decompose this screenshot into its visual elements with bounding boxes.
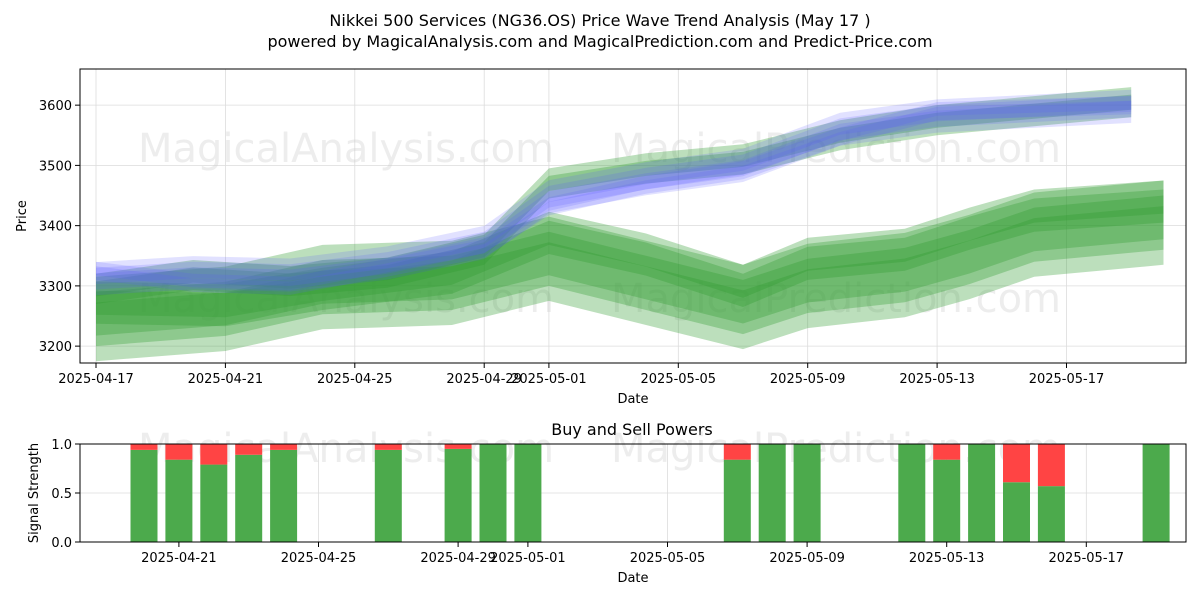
signal-y-tick-label: 1.0 xyxy=(51,438,72,453)
signal-y-tick-label: 0.5 xyxy=(51,487,72,502)
price-grid xyxy=(80,69,1186,363)
price-band-green-0-2 xyxy=(96,180,1164,362)
signal-x-tick-label: 2025-05-01 xyxy=(490,551,566,566)
price-y-tick-label: 3300 xyxy=(39,280,72,295)
sell-bar xyxy=(200,444,228,465)
price-x-tick-label: 2025-05-13 xyxy=(899,372,975,387)
price-band-green-2-0 xyxy=(96,94,1132,297)
signal-x-tick-label: 2025-04-21 xyxy=(141,551,217,566)
buy-bar xyxy=(933,459,961,542)
price-y-tick-label: 3400 xyxy=(39,220,72,235)
price-y-tick-label: 3600 xyxy=(39,99,72,114)
buy-bar xyxy=(200,464,228,542)
sell-bar xyxy=(444,444,472,449)
buy-bar xyxy=(444,448,472,542)
price-band-blue-3-2 xyxy=(96,89,1132,296)
sell-bar xyxy=(130,444,158,450)
signal-x-tick-label: 2025-05-09 xyxy=(769,551,845,566)
sell-bar xyxy=(270,444,298,450)
price-band-blue-4-0 xyxy=(96,100,1132,291)
buy-bar xyxy=(165,459,193,542)
price-x-tick-label: 2025-04-25 xyxy=(317,372,393,387)
price-band-green-1-0 xyxy=(96,189,1164,318)
watermark-right-mid: MagicalPrediction.com xyxy=(611,276,1061,322)
buy-bar xyxy=(514,444,542,542)
sell-bar xyxy=(165,444,193,460)
buy-bar xyxy=(270,449,298,542)
price-band-green-0-1 xyxy=(96,195,1164,347)
chart-title-line1: Nikkei 500 Services (NG36.OS) Price Wave… xyxy=(329,11,870,30)
buy-bar xyxy=(793,444,821,542)
price-x-tick-label: 2025-04-17 xyxy=(58,372,134,387)
price-watermarks: MagicalAnalysis.com MagicalPrediction.co… xyxy=(138,126,1061,322)
price-plot-frame xyxy=(79,68,1187,364)
sell-bar xyxy=(1003,444,1030,483)
price-chart: MagicalAnalysis.com MagicalPrediction.co… xyxy=(15,68,1187,407)
signal-x-tick-label: 2025-04-25 xyxy=(281,551,357,566)
chart-title-line2: powered by MagicalAnalysis.com and Magic… xyxy=(267,32,932,51)
signal-x-label: Date xyxy=(617,571,648,586)
buy-bar xyxy=(374,449,402,542)
signal-x-tick-label: 2025-05-13 xyxy=(909,551,985,566)
price-band-green-1-1 xyxy=(96,180,1164,327)
buy-bar xyxy=(130,449,158,542)
signal-x-tick-label: 2025-05-05 xyxy=(630,551,706,566)
price-plot-area xyxy=(80,69,1186,363)
sell-bar xyxy=(723,444,751,460)
signal-chart: Buy and Sell Powers MagicalAnalysis.com … xyxy=(27,420,1187,586)
signal-y-label: Signal Strength xyxy=(27,443,42,543)
sell-bar xyxy=(235,444,263,455)
price-x-label: Date xyxy=(617,392,648,407)
sell-bar xyxy=(933,444,961,460)
watermark-left-top: MagicalAnalysis.com xyxy=(138,126,554,172)
buy-bar xyxy=(235,454,263,542)
buy-bar xyxy=(479,444,507,542)
price-band-blue-4-1 xyxy=(96,96,1132,295)
signal-title: Buy and Sell Powers xyxy=(551,420,713,439)
price-y-tick-label: 3200 xyxy=(39,340,72,355)
price-bands xyxy=(96,87,1164,362)
price-x-tick-label: 2025-05-01 xyxy=(511,372,587,387)
sell-bar xyxy=(374,444,402,450)
signal-y-tick-label: 0.0 xyxy=(51,536,72,551)
sell-bar xyxy=(1037,444,1065,487)
price-x-tick-label: 2025-05-17 xyxy=(1029,372,1105,387)
buy-bar xyxy=(1037,486,1065,542)
price-band-green-0-0 xyxy=(96,206,1164,336)
price-y-tick-label: 3500 xyxy=(39,159,72,174)
signal-x-tick-label: 2025-05-17 xyxy=(1049,551,1125,566)
buy-bar xyxy=(723,459,751,542)
price-band-green-2-1 xyxy=(96,87,1132,304)
price-x-tick-label: 2025-04-21 xyxy=(188,372,264,387)
price-axes: 3200 3300 3400 3500 3600 2025-04-17 2025-04-21… xyxy=(39,99,1104,387)
price-x-tick-label: 2025-04-29 xyxy=(446,372,522,387)
buy-bar xyxy=(898,444,926,542)
buy-bar xyxy=(758,444,786,542)
watermark-left-mid: MagicalAnalysis.com xyxy=(138,276,554,322)
price-band-blue-3-1 xyxy=(96,95,1132,290)
signal-bars xyxy=(130,444,1170,542)
signal-x-tick-label: 2025-04-29 xyxy=(420,551,496,566)
watermark-right-top: MagicalPrediction.com xyxy=(611,126,1061,172)
price-y-label: Price xyxy=(15,200,30,232)
buy-bar xyxy=(1003,482,1030,542)
buy-bar xyxy=(1142,444,1170,542)
buy-bar xyxy=(968,444,996,542)
price-x-tick-label: 2025-05-05 xyxy=(641,372,717,387)
price-x-tick-label: 2025-05-09 xyxy=(770,372,846,387)
